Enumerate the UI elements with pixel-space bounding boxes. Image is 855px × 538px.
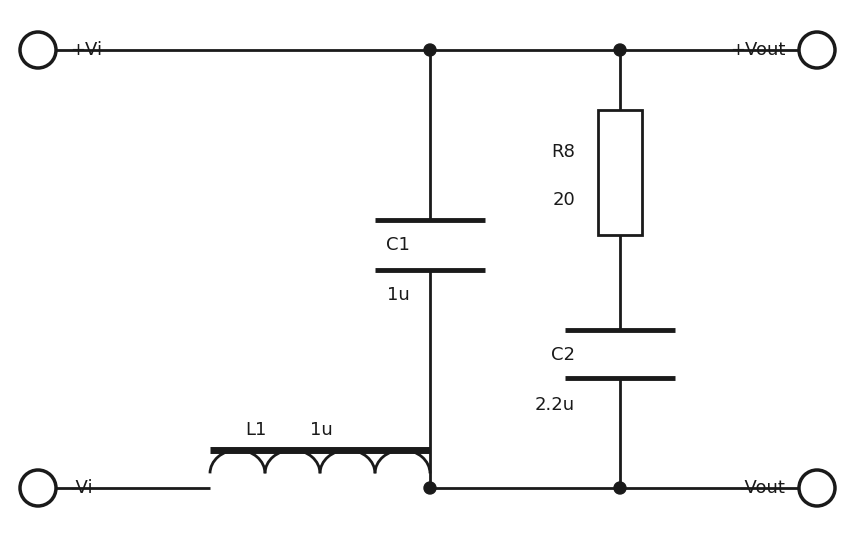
Circle shape (424, 482, 436, 494)
Text: C1: C1 (386, 236, 410, 254)
Text: -Vi: -Vi (70, 479, 92, 497)
Text: -Vout: -Vout (739, 479, 785, 497)
Text: 2.2u: 2.2u (535, 396, 575, 414)
Text: L1: L1 (245, 421, 267, 439)
Text: C2: C2 (551, 346, 575, 364)
FancyBboxPatch shape (598, 110, 642, 235)
Text: R8: R8 (551, 143, 575, 161)
Text: +Vout: +Vout (729, 41, 785, 59)
Text: 20: 20 (552, 191, 575, 209)
Text: 1u: 1u (310, 421, 333, 439)
Text: +Vi: +Vi (70, 41, 102, 59)
Text: 1u: 1u (387, 286, 410, 304)
Circle shape (614, 44, 626, 56)
Circle shape (424, 44, 436, 56)
Circle shape (614, 482, 626, 494)
